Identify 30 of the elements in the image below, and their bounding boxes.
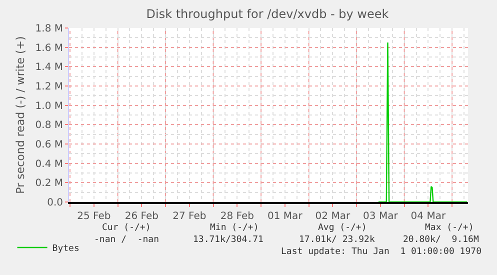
text: 17.01k/ 23.92k [299, 235, 376, 245]
legend-label: Bytes [52, 244, 80, 254]
text: 20.80k/ 9.16M [403, 235, 480, 245]
x-tick-label: 26 Feb [124, 210, 158, 222]
y-tick-label: 0.4 M [35, 158, 63, 170]
text: -nan / -nan [94, 235, 160, 245]
text: Cur (-/+) [102, 223, 151, 233]
text: Last update: Thu Jan 1 01:00:00 1970 [281, 247, 482, 257]
y-tick-label: 1.6 M [35, 42, 63, 54]
x-tick-label: 04 Mar [410, 210, 446, 222]
y-tick-label: 1.0 M [35, 100, 63, 112]
x-tick-label: 25 Feb [77, 210, 111, 222]
text: Min (-/+) [210, 223, 259, 233]
text: 13.71k/304.71 [193, 235, 264, 245]
y-tick-label: 1.4 M [35, 62, 63, 74]
x-tick-label: 01 Mar [268, 210, 304, 222]
y-tick-label: 0.8 M [35, 120, 63, 132]
y-axis-title: Pr second read (-) / write (+) [14, 36, 27, 194]
y-tick-label: 0.2 M [35, 178, 63, 190]
text: Max (-/+) [425, 223, 474, 233]
x-tick-label: 03 Mar [363, 210, 399, 222]
x-tick-label: 28 Feb [220, 210, 254, 222]
y-tick-label: 1.2 M [35, 82, 63, 92]
y-tick-label: 1.8 M [35, 24, 63, 34]
text: Avg (-/+) [318, 223, 367, 233]
chart-title: Disk throughput for /dev/xvdb - by week [146, 7, 389, 22]
y-tick-label: 0.0 [47, 198, 63, 208]
x-tick-label: 27 Feb [172, 210, 206, 222]
x-tick-label: 02 Mar [315, 210, 351, 222]
y-tick-label: 0.6 M [35, 140, 63, 150]
